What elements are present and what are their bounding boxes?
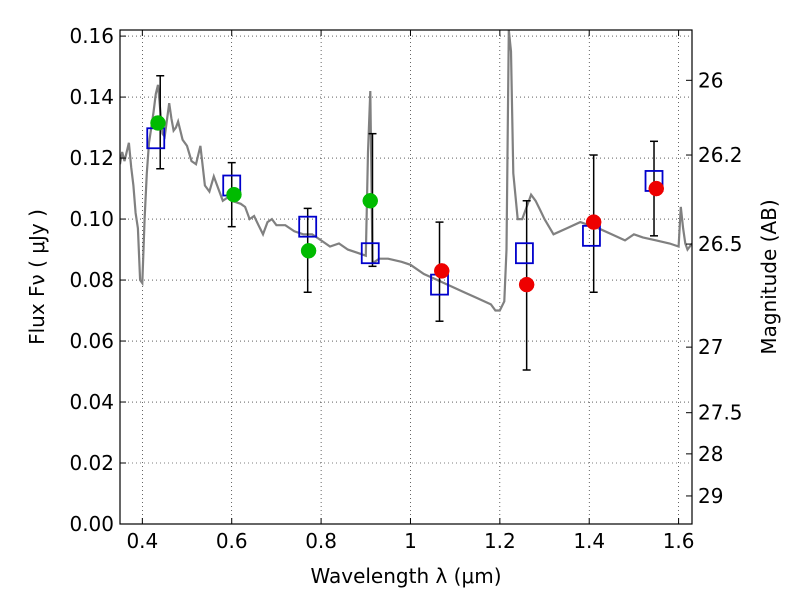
x-tick-label: 0.8 bbox=[305, 529, 337, 553]
y2-tick-label: 28 bbox=[698, 442, 723, 466]
y-tick-label: 0.16 bbox=[69, 24, 114, 48]
x-axis-ticks: 0.4 0.6 0.8 1 1.2 1.4 1.6 bbox=[126, 30, 695, 553]
flux-point bbox=[585, 214, 602, 230]
y-tick-label: 0.06 bbox=[69, 329, 114, 353]
flux-point bbox=[150, 115, 166, 131]
y2-tick-label: 26.5 bbox=[698, 232, 743, 256]
plot-frame bbox=[119, 29, 693, 525]
y2-tick-label: 27.5 bbox=[698, 401, 743, 425]
y-tick-label: 0.00 bbox=[69, 512, 114, 536]
y-axis-ticks: 0.00 0.02 0.04 0.06 0.08 0.10 0.12 0.14 0.16 bbox=[69, 24, 126, 536]
x-tick-label: 1.2 bbox=[484, 529, 516, 553]
y-tick-label: 0.12 bbox=[69, 146, 114, 170]
flux-point bbox=[362, 193, 378, 209]
model-square-point bbox=[360, 242, 380, 265]
y2-tick-label: 26.2 bbox=[698, 143, 743, 167]
flux-point bbox=[300, 243, 317, 259]
markers bbox=[146, 115, 664, 296]
x-axis-label: Wavelength λ (μm) bbox=[310, 564, 501, 588]
flux-point bbox=[648, 180, 664, 197]
x-tick-label: 0.4 bbox=[126, 529, 158, 553]
spectrum-layer bbox=[120, 30, 692, 312]
y-tick-label: 0.10 bbox=[69, 207, 114, 231]
y-tick-label: 0.14 bbox=[69, 85, 114, 109]
y2-axis-ticks: 26 26.2 26.5 27 27.5 28 29 bbox=[686, 68, 743, 508]
y2-tick-label: 29 bbox=[698, 484, 723, 508]
y-tick-label: 0.04 bbox=[69, 390, 114, 414]
flux-point bbox=[434, 263, 450, 279]
spectrum-line bbox=[120, 30, 692, 312]
x-tick-label: 0.6 bbox=[216, 529, 248, 553]
model-square-point bbox=[298, 215, 318, 238]
y-tick-label: 0.02 bbox=[69, 451, 114, 475]
x-tick-label: 1.4 bbox=[573, 529, 605, 553]
y2-tick-label: 26 bbox=[698, 68, 723, 92]
x-tick-label: 1 bbox=[404, 529, 417, 553]
flux-point bbox=[518, 276, 535, 293]
y2-tick-label: 27 bbox=[698, 335, 723, 359]
flux-point bbox=[226, 186, 242, 203]
y2-axis-label: Magnitude (AB) bbox=[757, 199, 781, 354]
y-axis-label: Flux Fν ( μJy ) bbox=[25, 209, 49, 345]
model-square-point bbox=[515, 242, 534, 265]
plot-area bbox=[120, 30, 692, 524]
y-tick-label: 0.08 bbox=[69, 268, 114, 292]
x-tick-label: 1.6 bbox=[663, 529, 695, 553]
